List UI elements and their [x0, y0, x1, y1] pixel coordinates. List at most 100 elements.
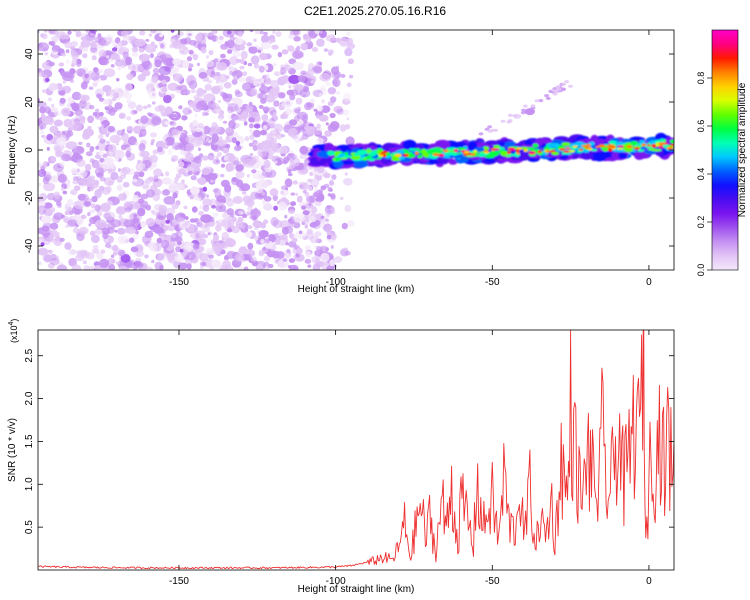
- noise-blob: [156, 237, 163, 244]
- noise-blob: [329, 30, 335, 33]
- streak-blob: [568, 84, 573, 88]
- noise-blob: [140, 150, 150, 159]
- noise-blob: [145, 217, 156, 227]
- noise-blob: [271, 38, 276, 43]
- noise-blob: [284, 178, 293, 188]
- noise-blob: [297, 75, 306, 83]
- noise-blob: [103, 211, 116, 221]
- noise-blob: [210, 140, 215, 146]
- noise-blob: [186, 263, 192, 270]
- noise-blob: [199, 234, 204, 239]
- noise-blob: [59, 237, 65, 242]
- noise-blob: [248, 129, 253, 133]
- noise-blob: [151, 117, 162, 126]
- noise-blob: [38, 97, 40, 103]
- noise-blob: [47, 97, 53, 102]
- band-hotspot: [626, 145, 633, 149]
- noise-blob: [179, 84, 188, 93]
- noise-blob: [166, 213, 174, 222]
- noise-blob: [159, 54, 167, 59]
- noise-blob: [76, 159, 86, 167]
- noise-blob: [92, 82, 98, 87]
- isolated-blob-halo: [513, 113, 522, 119]
- noise-blob: [59, 97, 66, 104]
- noise-blob: [218, 117, 223, 122]
- noise-blob: [263, 64, 269, 71]
- noise-blob: [138, 198, 145, 205]
- noise-blob: [212, 188, 219, 193]
- band-hotspot: [492, 148, 500, 151]
- noise-blob: [235, 170, 245, 179]
- noise-blob: [248, 123, 254, 129]
- noise-blob: [174, 254, 185, 263]
- band-hotspot: [507, 147, 516, 151]
- heatmap-ytick-label: 0: [24, 147, 35, 153]
- noise-blob: [95, 145, 100, 150]
- heatmap-xlabel: Height of straight line (km): [298, 284, 415, 295]
- noise-blob: [241, 191, 247, 195]
- noise-blob: [242, 213, 248, 218]
- band-core: [639, 139, 646, 145]
- noise-blob: [301, 133, 309, 140]
- noise-blob: [77, 169, 88, 178]
- noise-blob: [105, 34, 114, 43]
- snr-xtick-label: -50: [485, 576, 500, 587]
- noise-blob: [53, 212, 64, 220]
- band-core: [455, 154, 464, 159]
- noise-blob: [204, 224, 209, 228]
- noise-blob: [202, 186, 208, 192]
- noise-blob: [289, 158, 294, 164]
- noise-blob: [184, 216, 189, 220]
- heatmap-axes: -150 -100 -50 0 -40 -20 0 20 40: [24, 30, 674, 288]
- noise-blob: [256, 92, 263, 99]
- noise-blob: [134, 46, 138, 51]
- noise-blob: [299, 230, 303, 235]
- noise-blob: [309, 222, 318, 228]
- streak-blob: [521, 108, 527, 112]
- noise-blob: [281, 185, 288, 191]
- noise-blob: [343, 92, 352, 102]
- noise-blob: [187, 67, 193, 72]
- noise-blob: [291, 237, 298, 243]
- snr-xtick-label: -150: [169, 576, 189, 587]
- noise-blob: [281, 49, 289, 55]
- noise-blob: [126, 73, 134, 80]
- noise-blob: [245, 104, 254, 114]
- band-hotspot: [516, 151, 520, 155]
- noise-blob: [302, 182, 309, 190]
- noise-blob: [268, 87, 280, 97]
- noise-blob: [110, 219, 122, 228]
- noise-blob: [172, 192, 178, 199]
- noise-blob: [121, 166, 131, 175]
- noise-blob: [145, 189, 155, 198]
- streak-blob: [545, 96, 551, 100]
- noise-blob: [332, 78, 341, 88]
- noise-blob: [289, 162, 296, 169]
- noise-blob: [346, 31, 351, 36]
- streak-blob: [555, 86, 561, 91]
- noise-blob: [312, 66, 323, 74]
- noise-blob: [71, 51, 79, 60]
- noise-blob: [44, 77, 50, 83]
- noise-blob: [234, 253, 245, 262]
- noise-blob: [327, 101, 334, 107]
- noise-blob: [282, 249, 288, 254]
- streak-blob: [564, 80, 570, 84]
- colorbar-tick-label: 0.0: [696, 264, 706, 277]
- noise-blob: [182, 107, 192, 115]
- noise-blob: [182, 60, 190, 69]
- noise-blob: [84, 73, 89, 79]
- noise-blob: [98, 49, 107, 59]
- noise-blob: [114, 102, 123, 110]
- noise-blob: [50, 103, 55, 108]
- noise-blob: [100, 262, 111, 270]
- noise-blob: [245, 253, 253, 262]
- noise-blob: [246, 211, 251, 216]
- noise-blob: [287, 265, 292, 269]
- noise-blob: [118, 265, 126, 270]
- noise-blob: [318, 114, 329, 122]
- snr-scale-exponent: 4: [8, 321, 15, 325]
- noise-blob: [70, 41, 78, 47]
- noise-blob: [279, 239, 286, 247]
- noise-blob: [230, 212, 235, 218]
